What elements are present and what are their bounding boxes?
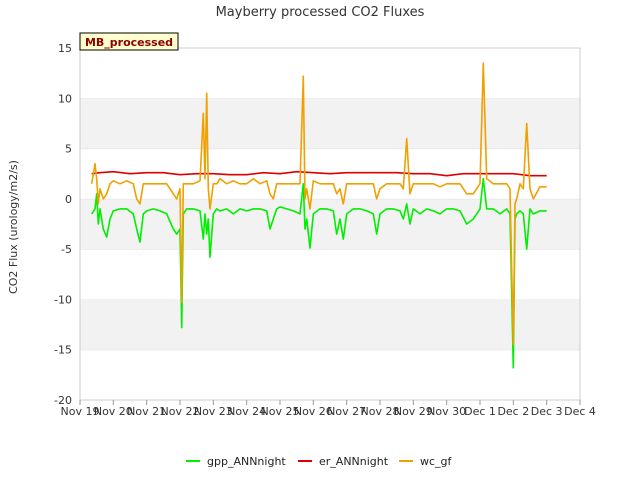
legend-label: gpp_ANNnight <box>207 455 286 468</box>
y-axis-label: CO2 Flux (urology/m2/s) <box>7 160 20 294</box>
legend-label: wc_gf <box>420 455 453 468</box>
dataset-badge-box <box>79 32 179 51</box>
x-tick-label: Nov 19 <box>61 405 100 418</box>
x-tick-label: Dec 4 <box>564 405 596 418</box>
plot-frame <box>79 47 581 401</box>
x-tick-label: Nov 27 <box>327 405 366 418</box>
y-tick-label: 10 <box>58 92 72 105</box>
series-line-gpp_ANNnight <box>91 177 547 369</box>
x-tick-label: Nov 23 <box>194 405 233 418</box>
x-tick-label: Nov 25 <box>261 405 300 418</box>
y-tick-label: 5 <box>65 143 72 156</box>
y-axis-ticks: -20 -15 -10 -5 0 5 10 15 <box>54 42 72 407</box>
x-tick-label: Dec 1 <box>464 405 496 418</box>
grid-band <box>80 249 580 300</box>
background-bands <box>80 47 580 400</box>
x-tick-label: Dec 2 <box>497 405 529 418</box>
x-tick-label: Nov 20 <box>94 405 133 418</box>
x-tick-label: Nov 28 <box>361 405 400 418</box>
series-line-er_ANNnight <box>91 170 547 177</box>
y-tick-label: -20 <box>54 394 72 407</box>
y-tick-label: -10 <box>54 293 72 306</box>
x-tick-label: Dec 3 <box>531 405 563 418</box>
x-tick-label: Nov 22 <box>161 405 200 418</box>
legend-label: er_ANNnight <box>319 455 389 468</box>
grid-band <box>80 349 580 400</box>
y-tick-label: -5 <box>61 243 72 256</box>
dataset-badge-text: MB_processed <box>85 36 173 49</box>
x-tick-label: Nov 24 <box>227 405 266 418</box>
dataset-badge: MB_processed <box>79 32 179 51</box>
y-tick-label: 0 <box>65 193 72 206</box>
x-tick-label: Nov 30 <box>427 405 466 418</box>
grid-band <box>80 48 580 99</box>
x-tick-label: Nov 29 <box>394 405 433 418</box>
legend: gpp_ANNnight er_ANNnight wc_gf <box>186 455 453 468</box>
y-tick-label: 15 <box>58 42 72 55</box>
chart-title: Mayberry processed CO2 Fluxes <box>216 5 425 20</box>
grid-band <box>80 98 580 149</box>
x-tick-label: Nov 21 <box>127 405 166 418</box>
grid-band <box>80 299 580 350</box>
series-layer <box>90 62 547 369</box>
series-line-wc_gf <box>90 62 547 346</box>
y-tick-label: -15 <box>54 344 72 357</box>
x-tick-label: Nov 26 <box>294 405 333 418</box>
grid-band <box>80 198 580 250</box>
